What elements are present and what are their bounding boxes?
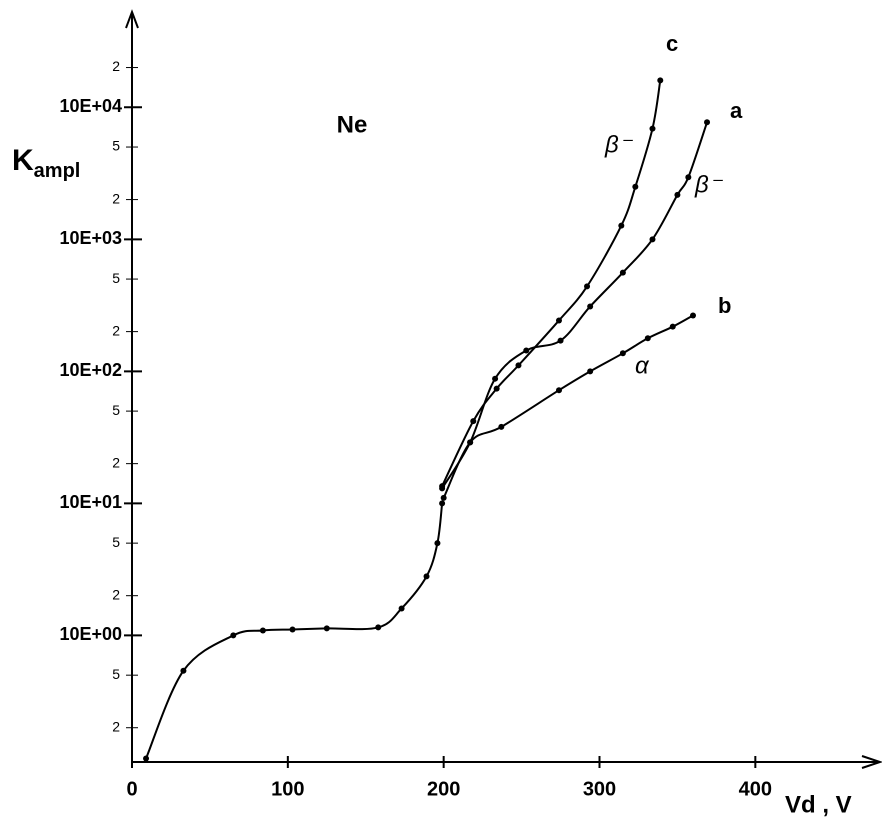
y-tick-label: 5	[112, 666, 120, 682]
x-tick-label: 400	[739, 778, 772, 800]
data-point	[587, 368, 594, 375]
y-tick-label: 10E+02	[59, 360, 122, 380]
data-point	[467, 439, 474, 446]
y-tick-label: 2	[112, 454, 120, 470]
data-point	[669, 323, 676, 330]
x-axis-arrow	[861, 755, 882, 769]
y-axis-arrow	[125, 9, 139, 29]
y-tick-label: 2	[112, 322, 120, 338]
data-point	[423, 573, 430, 580]
data-point	[674, 191, 681, 198]
data-point	[632, 183, 639, 190]
y-tick-label: 2	[112, 718, 120, 734]
y-tick-label: 5	[112, 138, 120, 154]
data-point	[323, 625, 330, 632]
annotation: β⁻	[604, 131, 634, 158]
data-point	[434, 540, 441, 547]
annotation: α	[635, 352, 650, 379]
data-point	[259, 627, 266, 634]
y-tick-label: 2	[112, 190, 120, 206]
data-point	[587, 303, 594, 310]
y-tick-label: 10E+01	[59, 492, 122, 512]
x-tick-label: 300	[583, 778, 616, 800]
chart-title: Ne	[337, 111, 368, 138]
x-tick-label: 200	[427, 778, 460, 800]
y-tick-label: 10E+03	[59, 228, 122, 248]
data-point	[289, 626, 296, 633]
data-point	[440, 494, 447, 501]
y-tick-label: 5	[112, 534, 120, 550]
data-point	[398, 605, 405, 612]
y-tick-label: 2	[112, 586, 120, 602]
data-point	[439, 485, 446, 492]
data-point	[649, 236, 656, 243]
series-label: a	[730, 98, 743, 123]
data-point	[649, 125, 656, 132]
data-point	[618, 222, 625, 229]
data-point	[644, 335, 651, 342]
series-label: c	[666, 31, 678, 56]
data-point	[143, 755, 150, 762]
y-tick-label: 5	[112, 402, 120, 418]
data-point	[690, 312, 696, 319]
annotation: β⁻	[694, 171, 724, 198]
x-label: Vd , V	[785, 791, 852, 818]
data-point	[439, 500, 446, 507]
data-point	[492, 375, 499, 382]
y-tick-label: 5	[112, 270, 120, 286]
y-tick-label: 2	[112, 58, 120, 74]
x-tick-label: 100	[271, 778, 304, 800]
y-label-main: K	[12, 144, 34, 177]
data-point	[470, 418, 477, 425]
series-label: b	[718, 293, 731, 318]
data-point	[230, 632, 237, 639]
data-point	[555, 317, 562, 324]
data-point	[619, 350, 626, 357]
data-point	[584, 283, 591, 290]
y-tick-label: 10E+00	[59, 624, 122, 644]
x-tick-label: 0	[126, 778, 137, 800]
data-point	[498, 423, 505, 430]
data-point	[557, 337, 564, 344]
data-point	[704, 119, 711, 126]
data-point	[375, 624, 382, 631]
data-point	[493, 385, 500, 392]
y-label-sub: ampl	[34, 160, 81, 182]
y-tick-label: 10E+04	[59, 96, 122, 116]
y-label: Kampl	[12, 144, 80, 182]
data-point	[515, 362, 522, 369]
data-point	[523, 347, 530, 354]
data-point	[180, 667, 187, 674]
data-point	[619, 269, 626, 276]
data-point	[555, 387, 562, 394]
data-point	[685, 174, 692, 181]
curve	[442, 314, 694, 499]
data-point	[657, 77, 664, 84]
